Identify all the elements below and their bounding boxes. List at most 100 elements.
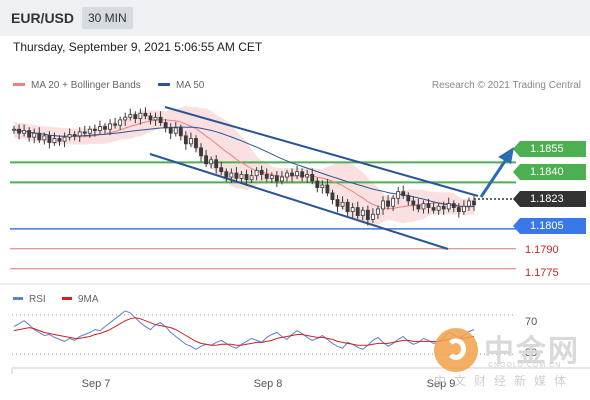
watermark-logo [434, 328, 478, 372]
candle-body [426, 203, 431, 208]
candle-body [300, 171, 305, 178]
candle-body [173, 127, 178, 134]
candle [406, 192, 411, 206]
ma20-swatch [13, 82, 25, 86]
candle [441, 201, 446, 215]
timeframe-button[interactable]: 30 MIN [82, 7, 133, 29]
symbol-label: EUR/USD [11, 10, 75, 26]
candle [345, 198, 350, 217]
candle-body [401, 191, 406, 197]
candle [87, 125, 92, 138]
candle [376, 205, 380, 219]
candle [365, 205, 370, 226]
candle [315, 177, 320, 193]
rsi-tick-30: 30 [525, 347, 537, 359]
legend-ma20: MA 20 + Bollinger Bands [13, 80, 141, 91]
candle-body [244, 173, 249, 181]
candle [12, 125, 16, 134]
bollinger-band-fill [14, 105, 474, 226]
candle [108, 119, 112, 136]
candle-body [365, 209, 370, 220]
candle [168, 123, 173, 140]
rsi-line [13, 310, 475, 350]
candle [254, 167, 259, 181]
timestamp: Thursday, September 9, 2021 5:06:55 AM C… [13, 40, 263, 54]
candle [436, 202, 441, 215]
candle-body [279, 176, 284, 182]
forecast-arrow-shaft [479, 157, 509, 198]
candle [229, 168, 234, 184]
copyright: Research © 2021 Trading Central [431, 80, 581, 91]
candle [37, 127, 42, 144]
candle-body [431, 207, 436, 211]
candle [204, 149, 209, 168]
ma20-line [13, 119, 474, 210]
candle-body [310, 173, 315, 182]
candle-body [386, 200, 390, 207]
candle-body [436, 205, 441, 211]
rsi-tick-70: 70 [525, 316, 537, 328]
candle-body [52, 138, 57, 143]
candle [183, 131, 188, 150]
level-tag-1-1840: 1.1840 [513, 164, 586, 180]
x-label-sep9: Sep 9 [427, 378, 456, 390]
candle-body [22, 130, 27, 134]
legend-ma20-label: MA 20 + Bollinger Bands [31, 80, 141, 91]
candle-body [285, 172, 289, 178]
candle [178, 124, 183, 141]
candle-body [153, 116, 158, 121]
candle-body [360, 209, 365, 216]
watermark: 中金网 CNGOLD.COM.CN 中文财经新媒体 [432, 326, 590, 392]
candle [350, 202, 355, 218]
candle [249, 169, 254, 184]
candle [411, 196, 416, 211]
candle [118, 116, 123, 130]
candle-body [163, 122, 168, 129]
candle-body [391, 197, 396, 207]
candle [224, 168, 229, 182]
candle-body [370, 213, 375, 220]
chart-header: EUR/USD 30 MIN [0, 0, 590, 36]
candle-body [37, 132, 42, 141]
candle-body [204, 155, 209, 165]
candle-body [335, 199, 340, 207]
candle-body [456, 207, 461, 212]
candle-body [178, 127, 183, 137]
candle [138, 108, 143, 125]
candle [416, 198, 421, 213]
candle-body [305, 173, 310, 178]
candle-body [229, 172, 234, 178]
legend-rsi-label: RSI [29, 294, 46, 305]
candle-body [249, 175, 254, 181]
candle-body [406, 195, 411, 202]
candle-body [264, 173, 269, 179]
candle [456, 202, 461, 218]
candle-body [123, 116, 128, 121]
candle [330, 189, 335, 205]
candle-body [214, 159, 219, 169]
candle-body [472, 200, 476, 206]
candle [27, 127, 32, 142]
candle-body [259, 169, 264, 175]
candle [290, 168, 294, 182]
candle [285, 169, 289, 182]
legend-9ma-label: 9MA [78, 294, 99, 305]
candle-body [138, 112, 143, 119]
x-label-sep8: Sep 8 [254, 378, 283, 390]
candle-body [113, 123, 118, 126]
candle-body [92, 128, 97, 131]
level-label-1-1790: 1.1790 [525, 244, 559, 256]
candle [98, 120, 102, 134]
candle [446, 197, 451, 213]
candle [244, 169, 249, 186]
candle [274, 171, 279, 187]
candle [133, 111, 138, 124]
candle-body [189, 138, 193, 145]
x-label-sep7: Sep 7 [82, 378, 111, 390]
candle [259, 165, 264, 181]
candle-body [118, 119, 123, 126]
candle [173, 121, 178, 137]
candle-body [274, 175, 279, 182]
candle [467, 197, 471, 211]
candle-body [315, 180, 320, 189]
